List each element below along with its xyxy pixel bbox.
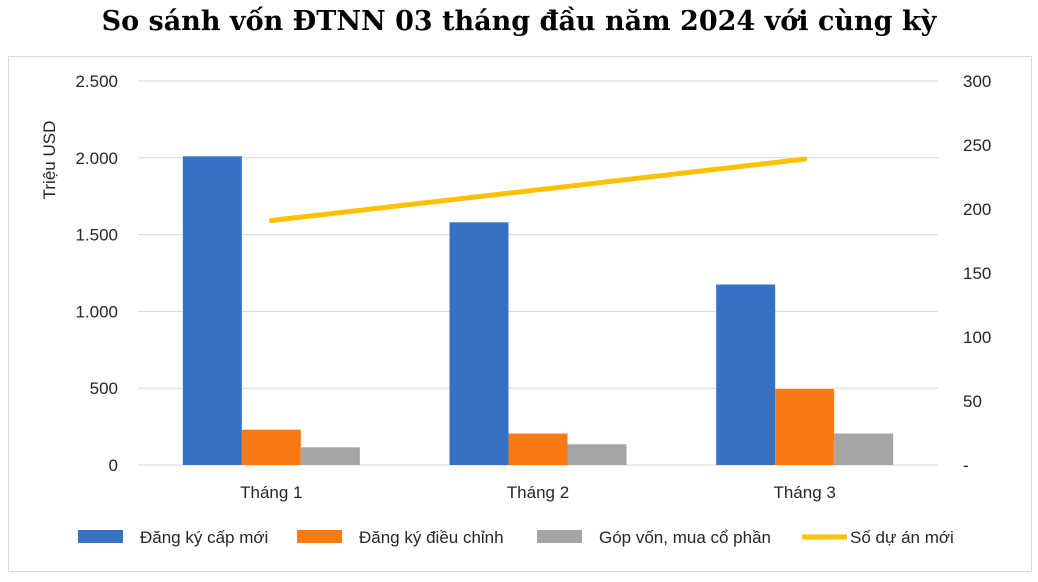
y-axis-label: Triệu USD (40, 121, 59, 200)
x-axis-ticks: Tháng 1 Tháng 2 Tháng 3 (240, 483, 836, 502)
y2-tick-label: 100 (963, 328, 991, 347)
y-tick-label: 2.500 (75, 72, 118, 91)
legend-swatch (297, 530, 342, 543)
bar (775, 388, 835, 465)
bar (508, 433, 568, 465)
chart-frame (8, 56, 1032, 572)
y-tick-label: 0 (109, 456, 118, 475)
legend-label: Số dự án mới (850, 528, 954, 547)
bar (241, 429, 301, 465)
y-tick-label: 500 (90, 379, 118, 398)
bar (449, 222, 509, 465)
bar (182, 156, 242, 465)
y2-tick-label: - (963, 456, 969, 475)
legend: Đăng ký cấp mới Đăng ký điều chỉnh Góp vốn… (78, 528, 954, 547)
bar (567, 444, 627, 465)
x-tick-label: Tháng 3 (773, 483, 835, 502)
x-tick-label: Tháng 1 (240, 483, 302, 502)
legend-swatch (78, 530, 123, 543)
legend-label: Đăng ký điều chỉnh (359, 528, 504, 547)
chart-title: So sánh vốn ĐTNN 03 tháng đầu năm 2024 v… (101, 6, 937, 37)
y-tick-label: 1.500 (75, 226, 118, 245)
y-tick-label: 2.000 (75, 149, 118, 168)
bars (182, 156, 894, 465)
line-series (268, 156, 808, 224)
y2-tick-label: 200 (963, 200, 991, 219)
y-axis-ticks: 0 500 1.000 1.500 2.000 2.500 (75, 72, 118, 475)
bar (834, 433, 894, 465)
legend-swatch (537, 530, 582, 543)
legend-label: Đăng ký cấp mới (140, 528, 268, 547)
bar (716, 284, 776, 465)
bar (300, 447, 360, 465)
y2-tick-label: 250 (963, 136, 991, 155)
y2-axis-ticks: - 50 100 150 200 250 300 (963, 72, 991, 475)
y2-tick-label: 300 (963, 72, 991, 91)
y2-tick-label: 150 (963, 264, 991, 283)
legend-label: Góp vốn, mua cổ phần (599, 528, 771, 547)
series-line (268, 156, 808, 224)
y-tick-label: 1.000 (75, 302, 118, 321)
y2-tick-label: 50 (963, 392, 982, 411)
x-tick-label: Tháng 2 (507, 483, 569, 502)
